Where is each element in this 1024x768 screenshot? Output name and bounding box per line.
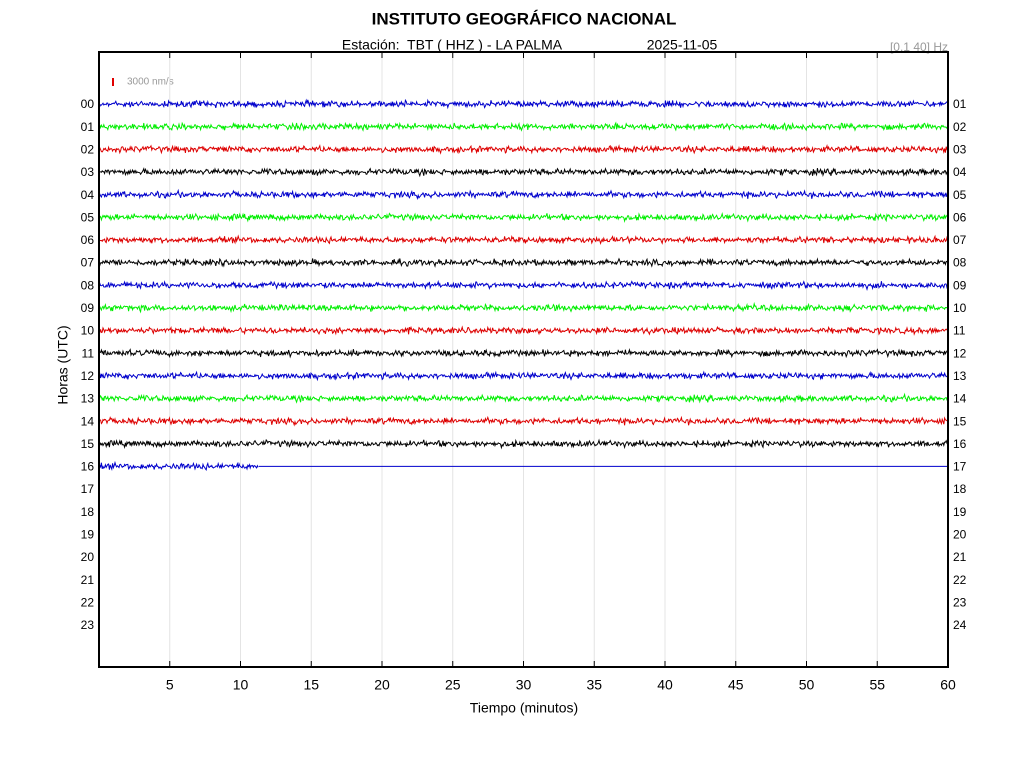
trace bbox=[98, 460, 259, 472]
hour-label-right: 12 bbox=[953, 346, 967, 360]
trace bbox=[98, 144, 948, 155]
hour-label-right: 01 bbox=[953, 97, 967, 111]
hour-label-left: 19 bbox=[81, 528, 95, 542]
x-tick-label: 10 bbox=[233, 677, 249, 693]
hour-label-left: 08 bbox=[81, 278, 95, 292]
plot-frame bbox=[98, 51, 949, 668]
hour-label-left: 00 bbox=[81, 97, 95, 111]
hour-label-left: 03 bbox=[81, 165, 95, 179]
hour-label-left: 21 bbox=[81, 573, 95, 587]
hour-label-right: 17 bbox=[953, 460, 967, 474]
hour-label-right: 06 bbox=[953, 210, 967, 224]
hour-label-right: 13 bbox=[953, 369, 967, 383]
hour-label-right: 16 bbox=[953, 437, 967, 451]
x-tick-label: 50 bbox=[799, 677, 815, 693]
trace bbox=[98, 279, 949, 292]
trace bbox=[98, 234, 949, 245]
hour-label-left: 07 bbox=[81, 256, 95, 270]
hour-label-right: 09 bbox=[953, 278, 967, 292]
x-tick-label: 5 bbox=[166, 677, 174, 693]
hour-label-right: 04 bbox=[953, 165, 967, 179]
y-axis-label: Horas (UTC) bbox=[55, 325, 71, 404]
hour-label-left: 06 bbox=[81, 233, 95, 247]
hour-label-right: 18 bbox=[953, 482, 967, 496]
hour-label-right: 05 bbox=[953, 188, 967, 202]
trace bbox=[98, 167, 949, 178]
hour-label-right: 19 bbox=[953, 505, 967, 519]
trace bbox=[98, 415, 948, 427]
hour-label-right: 03 bbox=[953, 142, 967, 156]
trace bbox=[98, 325, 948, 336]
trace bbox=[98, 212, 949, 224]
hour-label-left: 04 bbox=[81, 188, 95, 202]
hour-label-right: 10 bbox=[953, 301, 967, 315]
hour-label-left: 11 bbox=[82, 346, 95, 360]
x-tick-label: 60 bbox=[940, 677, 956, 693]
hour-label-left: 15 bbox=[81, 437, 95, 451]
x-tick-label: 45 bbox=[728, 677, 744, 693]
hour-label-right: 08 bbox=[953, 256, 967, 270]
hour-label-left: 17 bbox=[81, 482, 95, 496]
hour-label-right: 21 bbox=[953, 550, 967, 564]
hour-label-left: 09 bbox=[81, 301, 95, 315]
hour-label-left: 14 bbox=[81, 414, 95, 428]
hour-label-left: 22 bbox=[81, 595, 95, 609]
hour-label-right: 07 bbox=[953, 233, 967, 247]
date: 2025-11-05 bbox=[647, 37, 718, 53]
x-tick-label: 30 bbox=[516, 677, 532, 693]
hour-label-right: 24 bbox=[953, 618, 967, 632]
scale-label: 3000 nm/s bbox=[127, 77, 174, 88]
hour-label-right: 02 bbox=[953, 120, 967, 134]
hour-label-right: 22 bbox=[953, 573, 967, 587]
hour-label-left: 20 bbox=[81, 550, 95, 564]
hour-label-left: 13 bbox=[81, 392, 95, 406]
hour-label-right: 14 bbox=[953, 392, 967, 406]
hour-label-right: 15 bbox=[953, 414, 967, 428]
x-tick-label: 35 bbox=[586, 677, 602, 693]
hour-label-left: 02 bbox=[81, 142, 95, 156]
hour-label-right: 11 bbox=[953, 324, 966, 338]
trace bbox=[98, 188, 948, 201]
x-axis-label: Tiempo (minutos) bbox=[470, 700, 578, 716]
hour-label-right: 20 bbox=[953, 528, 967, 542]
x-tick-label: 55 bbox=[869, 677, 885, 693]
filter: [0.1 40] Hz bbox=[890, 40, 948, 54]
chart-title: INSTITUTO GEOGRÁFICO NACIONAL bbox=[372, 9, 677, 28]
hour-label-left: 10 bbox=[81, 324, 95, 338]
x-tick-label: 40 bbox=[657, 677, 673, 693]
hour-label-left: 23 bbox=[81, 618, 95, 632]
trace bbox=[98, 370, 948, 382]
hour-label-right: 23 bbox=[953, 595, 967, 609]
hour-label-left: 05 bbox=[81, 210, 95, 224]
x-tick-label: 15 bbox=[303, 677, 319, 693]
x-tick-label: 25 bbox=[445, 677, 461, 693]
hour-label-left: 16 bbox=[81, 460, 95, 474]
hour-label-left: 01 bbox=[81, 120, 95, 134]
x-tick-label: 20 bbox=[374, 677, 390, 693]
trace bbox=[98, 98, 949, 110]
trace bbox=[98, 301, 949, 314]
hour-label-left: 18 bbox=[81, 505, 95, 519]
trace bbox=[98, 392, 948, 404]
trace bbox=[98, 348, 949, 359]
trace bbox=[98, 257, 949, 268]
trace bbox=[98, 121, 949, 132]
hour-label-left: 12 bbox=[81, 369, 95, 383]
station: Estación: TBT ( HHZ ) - LA PALMA bbox=[342, 37, 563, 53]
trace bbox=[98, 438, 949, 450]
